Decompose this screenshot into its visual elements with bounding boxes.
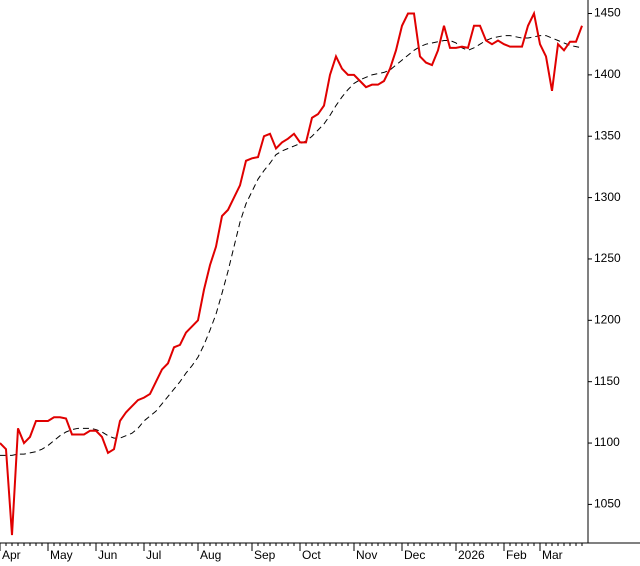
- y-tick-label: 1300: [594, 190, 621, 204]
- y-tick-label: 1350: [594, 128, 621, 142]
- y-tick-label: 1100: [594, 435, 620, 449]
- y-tick-label: 1250: [594, 251, 621, 265]
- y-tick-label: 1200: [594, 312, 621, 326]
- x-tick-label: Apr: [2, 548, 21, 562]
- series-line: [0, 10, 583, 536]
- x-tick-label: Feb: [506, 548, 527, 562]
- x-tick-label: May: [50, 548, 73, 562]
- y-tick-label: 1450: [594, 6, 621, 20]
- x-tick-label: Aug: [200, 548, 221, 562]
- x-tick-label: Mar: [542, 548, 563, 562]
- x-tick-label: Nov: [356, 548, 377, 562]
- x-tick-label: Sep: [254, 548, 276, 562]
- x-tick-label: 2026: [458, 548, 485, 562]
- y-tick-label: 1050: [594, 497, 621, 511]
- x-tick-label: Jun: [98, 548, 117, 562]
- x-tick-label: Oct: [302, 548, 321, 562]
- y-tick-label: 1400: [594, 67, 621, 81]
- y-tick-label: 1150: [594, 374, 620, 388]
- x-tick-label: Dec: [404, 548, 425, 562]
- x-tick-label: Jul: [146, 548, 161, 562]
- series-line: [0, 35, 583, 456]
